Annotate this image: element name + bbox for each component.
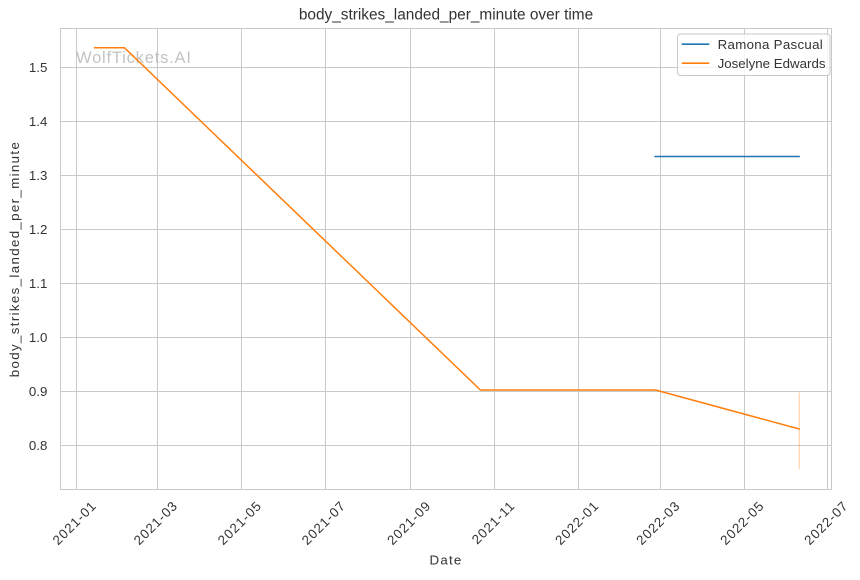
svg-text:1.4: 1.4 bbox=[29, 114, 48, 129]
svg-text:1.5: 1.5 bbox=[29, 60, 48, 75]
svg-text:Ramona Pascual: Ramona Pascual bbox=[718, 37, 823, 52]
svg-text:1.3: 1.3 bbox=[29, 168, 48, 183]
svg-text:1.0: 1.0 bbox=[29, 330, 48, 345]
svg-text:0.8: 0.8 bbox=[29, 438, 48, 453]
svg-text:1.1: 1.1 bbox=[29, 276, 48, 291]
svg-text:0.9: 0.9 bbox=[29, 384, 48, 399]
svg-text:Date: Date bbox=[430, 553, 463, 568]
svg-text:body_strikes_landed_per_minute: body_strikes_landed_per_minute over time bbox=[299, 6, 593, 23]
svg-text:WolfTickets.AI: WolfTickets.AI bbox=[76, 49, 192, 67]
svg-text:body_strikes_landed_per_minute: body_strikes_landed_per_minute bbox=[7, 141, 22, 377]
svg-text:Joselyne Edwards: Joselyne Edwards bbox=[718, 56, 826, 71]
svg-text:1.2: 1.2 bbox=[29, 222, 48, 237]
